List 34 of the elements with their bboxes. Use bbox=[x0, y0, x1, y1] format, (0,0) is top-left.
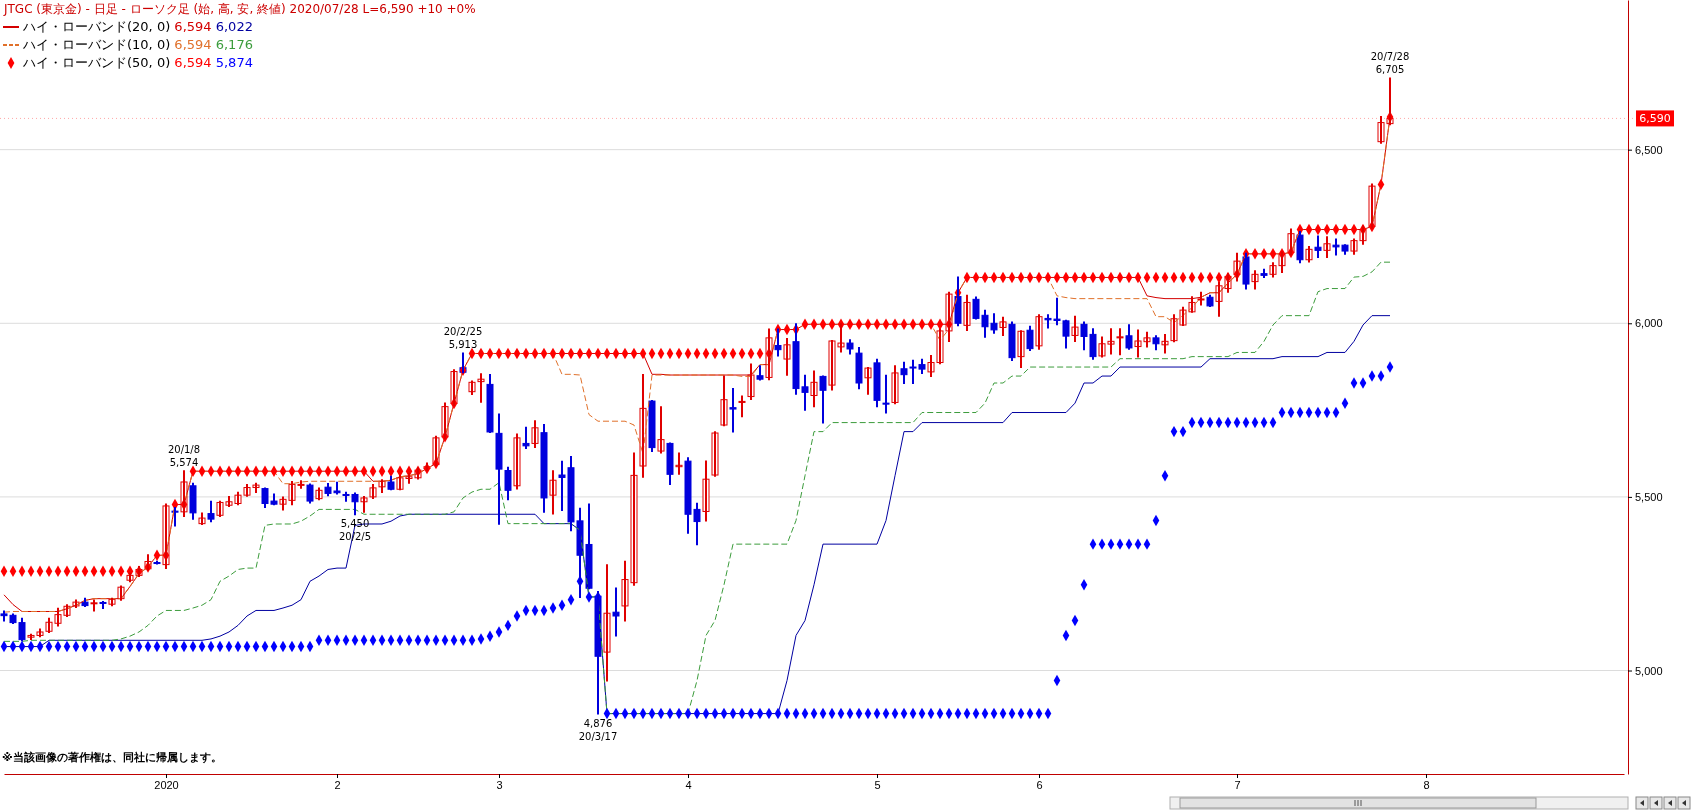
y-tick-label: 6,500 bbox=[1635, 143, 1663, 156]
y-tick-label: 6,000 bbox=[1635, 317, 1663, 330]
annotation: 6,705 bbox=[1375, 64, 1405, 76]
annotation: 5,450 bbox=[340, 518, 370, 530]
annotation: 6,594 bbox=[174, 37, 216, 52]
legend-label: ハイ・ローバンド(50, 0) bbox=[22, 55, 175, 70]
annotation: 6,176 bbox=[215, 37, 253, 52]
chart-title: JTGC (東京金) - 日足 - ローソク足 (始, 高, 安, 終値) 2020/07/28 L=6,590 +10 +0% bbox=[3, 2, 476, 16]
annotation: 20/2/25 bbox=[443, 326, 483, 338]
ref-line-label: 6,590 bbox=[1639, 112, 1671, 126]
annotation: 6,594 bbox=[174, 19, 216, 34]
x-tick-label: 4 bbox=[685, 778, 692, 791]
legend-label: ハイ・ローバンド(20, 0) bbox=[22, 19, 175, 34]
x-tick-label: 6 bbox=[1036, 778, 1043, 791]
annotation: 6,022 bbox=[215, 19, 253, 34]
annotation: 5,874 bbox=[215, 55, 253, 70]
annotation: 20/1/8 bbox=[167, 444, 201, 456]
y-tick-label: 5,500 bbox=[1635, 490, 1663, 503]
legend-label: ハイ・ローバンド(10, 0) bbox=[22, 37, 175, 52]
annotation: 20/2/5 bbox=[338, 531, 372, 543]
annotation: 4,876 bbox=[583, 717, 613, 729]
x-tick-label: 5 bbox=[874, 778, 881, 791]
x-tick-label: 7 bbox=[1234, 778, 1241, 791]
x-tick-label: 3 bbox=[496, 778, 503, 791]
x-tick-label: 2020 bbox=[154, 778, 179, 791]
annotation: 5,574 bbox=[169, 457, 199, 469]
y-tick-label: 5,000 bbox=[1635, 664, 1663, 677]
x-tick-label: 2 bbox=[334, 778, 341, 791]
annotation: 5,913 bbox=[448, 339, 478, 351]
annotation: 20/7/28 bbox=[1370, 51, 1410, 63]
annotation: ※当該画像の著作権は、同社に帰属します。 bbox=[2, 751, 222, 764]
annotation: 6,594 bbox=[174, 55, 216, 70]
annotation: 20/3/17 bbox=[578, 730, 618, 742]
x-tick-label: 8 bbox=[1423, 778, 1430, 791]
